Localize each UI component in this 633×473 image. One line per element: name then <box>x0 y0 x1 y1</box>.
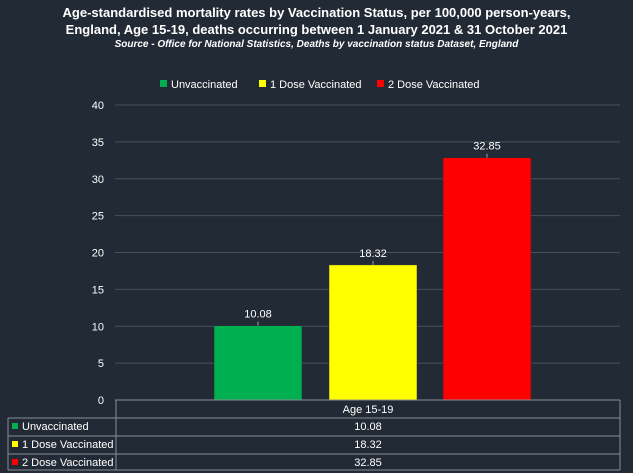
chart-title: Age-standardised mortality rates by Vacc… <box>0 4 633 38</box>
table-row-value: 18.32 <box>354 439 382 451</box>
y-tick-label: 0 <box>98 395 104 407</box>
data-label: 18.32 <box>359 248 387 260</box>
table-row-label: Unvaccinated <box>22 421 89 433</box>
legend-swatch <box>259 80 266 87</box>
legend-label: 2 Dose Vaccinated <box>388 79 480 91</box>
y-tick-label: 5 <box>98 358 104 370</box>
chart-title-line-1: Age-standardised mortality rates by Vacc… <box>62 5 571 20</box>
table-row-label: 2 Dose Vaccinated <box>22 457 114 469</box>
chart-title-line-2: England, Age 15-19, deaths occurring bet… <box>65 22 568 37</box>
y-tick-label: 35 <box>92 137 104 149</box>
legend-swatch <box>377 80 384 87</box>
y-tick-label: 30 <box>92 174 104 186</box>
table-row-value: 10.08 <box>354 421 382 433</box>
y-tick-label: 15 <box>92 284 104 296</box>
legend-label: Unvaccinated <box>171 79 238 91</box>
y-tick-label: 20 <box>92 248 104 260</box>
y-tick-label: 10 <box>92 321 104 333</box>
table-row-swatch <box>12 423 18 429</box>
table-row-value: 32.85 <box>354 457 382 469</box>
bar <box>213 325 303 401</box>
data-label: 10.08 <box>244 309 272 321</box>
y-tick-label: 25 <box>92 211 104 223</box>
bar <box>328 264 418 401</box>
table-row-label: 1 Dose Vaccinated <box>22 439 114 451</box>
y-tick-label: 40 <box>92 100 104 112</box>
chart-source: Source - Office for National Statistics,… <box>114 39 519 50</box>
legend-label: 1 Dose Vaccinated <box>270 79 362 91</box>
table-category-header: Age 15-19 <box>343 404 394 416</box>
bar <box>442 157 532 401</box>
table-row-swatch <box>12 441 18 447</box>
data-label: 32.85 <box>473 141 501 153</box>
table-row-swatch <box>12 459 18 465</box>
legend-swatch <box>160 80 167 87</box>
